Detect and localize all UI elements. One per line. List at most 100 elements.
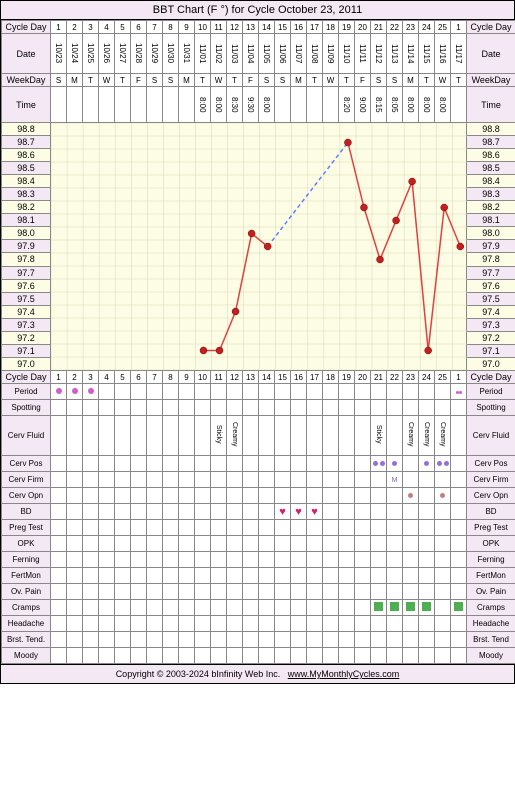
- cervopn-cell: [243, 488, 259, 504]
- fertmon-cell: [99, 568, 115, 584]
- fertmon-cell: [323, 568, 339, 584]
- ferning-cell: [227, 552, 243, 568]
- cervpos-cell: [83, 456, 99, 472]
- time-cell: 8:05: [387, 87, 403, 123]
- headache-cell: [307, 616, 323, 632]
- cervfluid-cell: [355, 416, 371, 456]
- temp-point: [200, 347, 207, 354]
- temp-label-left: 97.0: [2, 357, 51, 370]
- cramp-square-icon: [454, 602, 463, 611]
- period-cell: [451, 384, 467, 400]
- temp-label-left: 98.8: [2, 123, 51, 136]
- row-label-left: Cycle Day: [2, 371, 51, 384]
- opk-cell: [371, 536, 387, 552]
- pregtest-cell: [435, 520, 451, 536]
- row-label-left: Cerv Firm: [2, 472, 51, 488]
- site-link[interactable]: www.MyMonthlyCycles.com: [288, 669, 400, 679]
- cramps-cell: [307, 600, 323, 616]
- opk-cell: [211, 536, 227, 552]
- cervpos-cell: [307, 456, 323, 472]
- cycle-day-cell: 7: [147, 21, 163, 34]
- ferning-cell: [291, 552, 307, 568]
- cervopn-cell: [163, 488, 179, 504]
- cycle-day-cell-b: 23: [403, 371, 419, 384]
- period-cell: [99, 384, 115, 400]
- period-cell: [259, 384, 275, 400]
- ovpain-cell: [371, 584, 387, 600]
- fertmon-cell: [179, 568, 195, 584]
- time-cell: [291, 87, 307, 123]
- temp-label-right: 97.8: [467, 253, 515, 266]
- opk-cell: [291, 536, 307, 552]
- cramps-cell: [179, 600, 195, 616]
- cramps-cell: [99, 600, 115, 616]
- moody-cell: [163, 648, 179, 664]
- headache-cell: [419, 616, 435, 632]
- brsttend-cell: [259, 632, 275, 648]
- row-label-right: BD: [467, 504, 515, 520]
- cervfirm-cell: [339, 472, 355, 488]
- ovpain-cell: [435, 584, 451, 600]
- pregtest-cell: [51, 520, 67, 536]
- date-cell: 11/04: [243, 34, 259, 74]
- ovpain-cell: [179, 584, 195, 600]
- time-cell: 8:30: [227, 87, 243, 123]
- brsttend-cell: [307, 632, 323, 648]
- cramps-cell: [259, 600, 275, 616]
- row-label-left: Date: [2, 34, 51, 74]
- brsttend-cell: [291, 632, 307, 648]
- opk-cell: [163, 536, 179, 552]
- cycle-day-cell: 18: [323, 21, 339, 34]
- row-label-left: Spotting: [2, 400, 51, 416]
- row-label-right: Cycle Day: [467, 21, 515, 34]
- opk-cell: [259, 536, 275, 552]
- period-cell: [291, 384, 307, 400]
- ovpain-cell: [339, 584, 355, 600]
- fertmon-cell: [291, 568, 307, 584]
- moody-cell: [259, 648, 275, 664]
- headache-cell: [291, 616, 307, 632]
- pregtest-cell: [179, 520, 195, 536]
- cycle-day-cell: 8: [163, 21, 179, 34]
- temp-label-right: 97.0: [467, 357, 515, 370]
- spotting-cell: [435, 400, 451, 416]
- temp-point: [232, 308, 239, 315]
- date-cell: 11/02: [211, 34, 227, 74]
- moody-cell: [147, 648, 163, 664]
- cycle-day-cell: 5: [115, 21, 131, 34]
- time-cell: [99, 87, 115, 123]
- fertmon-cell: [115, 568, 131, 584]
- moody-cell: [243, 648, 259, 664]
- spotting-cell: [67, 400, 83, 416]
- temp-label-left: 97.8: [2, 253, 51, 266]
- ovpain-cell: [83, 584, 99, 600]
- bd-cell: [99, 504, 115, 520]
- period-cell: [419, 384, 435, 400]
- cramps-cell: [339, 600, 355, 616]
- row-label-left: Cerv Fluid: [2, 416, 51, 456]
- bbt-table: Cycle Day1234567891011121314151617181920…: [1, 20, 515, 664]
- time-cell: 8:00: [195, 87, 211, 123]
- cramps-cell: [195, 600, 211, 616]
- ferning-cell: [243, 552, 259, 568]
- cycle-day-cell: 19: [339, 21, 355, 34]
- cramps-cell: [435, 600, 451, 616]
- moody-cell: [67, 648, 83, 664]
- pregtest-cell: [99, 520, 115, 536]
- cervpos-cell: [371, 456, 387, 472]
- cervfluid-cell: [163, 416, 179, 456]
- cervopn-cell: [323, 488, 339, 504]
- cycle-day-cell-b: 12: [227, 371, 243, 384]
- cycle-day-cell-b: 21: [371, 371, 387, 384]
- cervopn-cell: [339, 488, 355, 504]
- time-cell: [275, 87, 291, 123]
- period-cell: [243, 384, 259, 400]
- fertmon-cell: [403, 568, 419, 584]
- period-cell: [371, 384, 387, 400]
- temp-label-right: 98.0: [467, 227, 515, 240]
- weekday-cell: S: [51, 74, 67, 87]
- brsttend-cell: [147, 632, 163, 648]
- date-cell: 10/30: [163, 34, 179, 74]
- cervfirm-cell: [323, 472, 339, 488]
- cycle-day-cell: 12: [227, 21, 243, 34]
